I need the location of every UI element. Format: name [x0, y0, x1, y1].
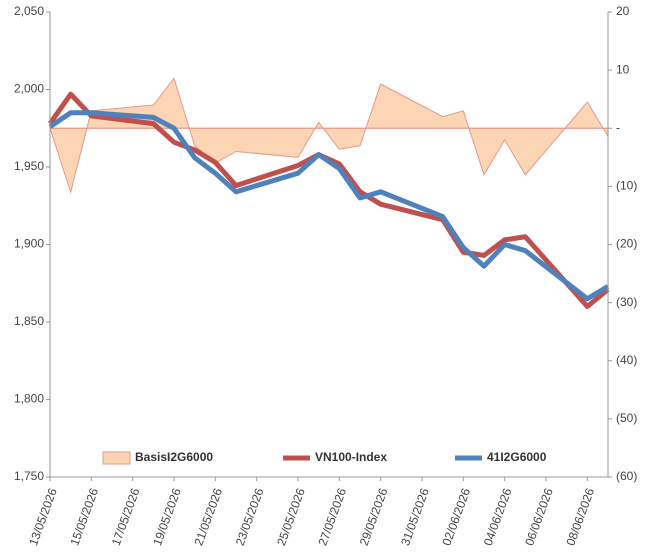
x-tick-label: 13/05/2026	[26, 486, 60, 548]
legend-label: BasisI2G6000	[135, 450, 213, 464]
y-tick-label: 2,050	[14, 4, 44, 18]
x-tick-label: 02/06/2026	[439, 486, 473, 548]
x-tick-label: 27/05/2026	[315, 486, 349, 548]
legend-swatch	[102, 451, 131, 465]
y-tick-label: 1,900	[14, 237, 44, 251]
y2-tick-label: (20)	[616, 237, 637, 251]
x-tick-label: 31/05/2026	[398, 486, 432, 548]
y-tick-label: 1,950	[14, 159, 44, 173]
y2-tick-label: 10	[616, 62, 630, 76]
x-tick-label: 04/06/2026	[481, 486, 515, 548]
y2-tick-label: (40)	[616, 353, 637, 367]
y2-tick-label: (60)	[616, 469, 637, 483]
y2-tick-label: (10)	[616, 179, 637, 193]
x-tick-label: 15/05/2026	[67, 486, 101, 548]
x-tick-label: 23/05/2026	[233, 486, 267, 548]
y2-tick-label: 20	[616, 4, 630, 18]
x-tick-label: 06/06/2026	[522, 486, 556, 548]
legend-label: 41I2G6000	[487, 450, 547, 464]
line	[48, 110, 610, 302]
y2-tick-label: (50)	[616, 411, 637, 425]
y-tick-label: 1,750	[14, 469, 44, 483]
legend-label: VN100-Index	[315, 450, 387, 464]
y2-tick-label: -	[616, 120, 620, 134]
y-tick-label: 1,850	[14, 314, 44, 328]
x-tick-label: 17/05/2026	[109, 486, 143, 548]
x-tick-label: 25/05/2026	[274, 486, 308, 548]
y-tick-label: 2,000	[14, 82, 44, 96]
y2-tick-label: (30)	[616, 295, 637, 309]
x-tick-label: 29/05/2026	[357, 486, 391, 548]
area	[49, 77, 609, 194]
x-tick-label: 21/05/2026	[191, 486, 225, 548]
y-tick-label: 1,800	[14, 392, 44, 406]
x-tick-label: 08/06/2026	[563, 486, 597, 548]
x-tick-label: 19/05/2026	[150, 486, 184, 548]
